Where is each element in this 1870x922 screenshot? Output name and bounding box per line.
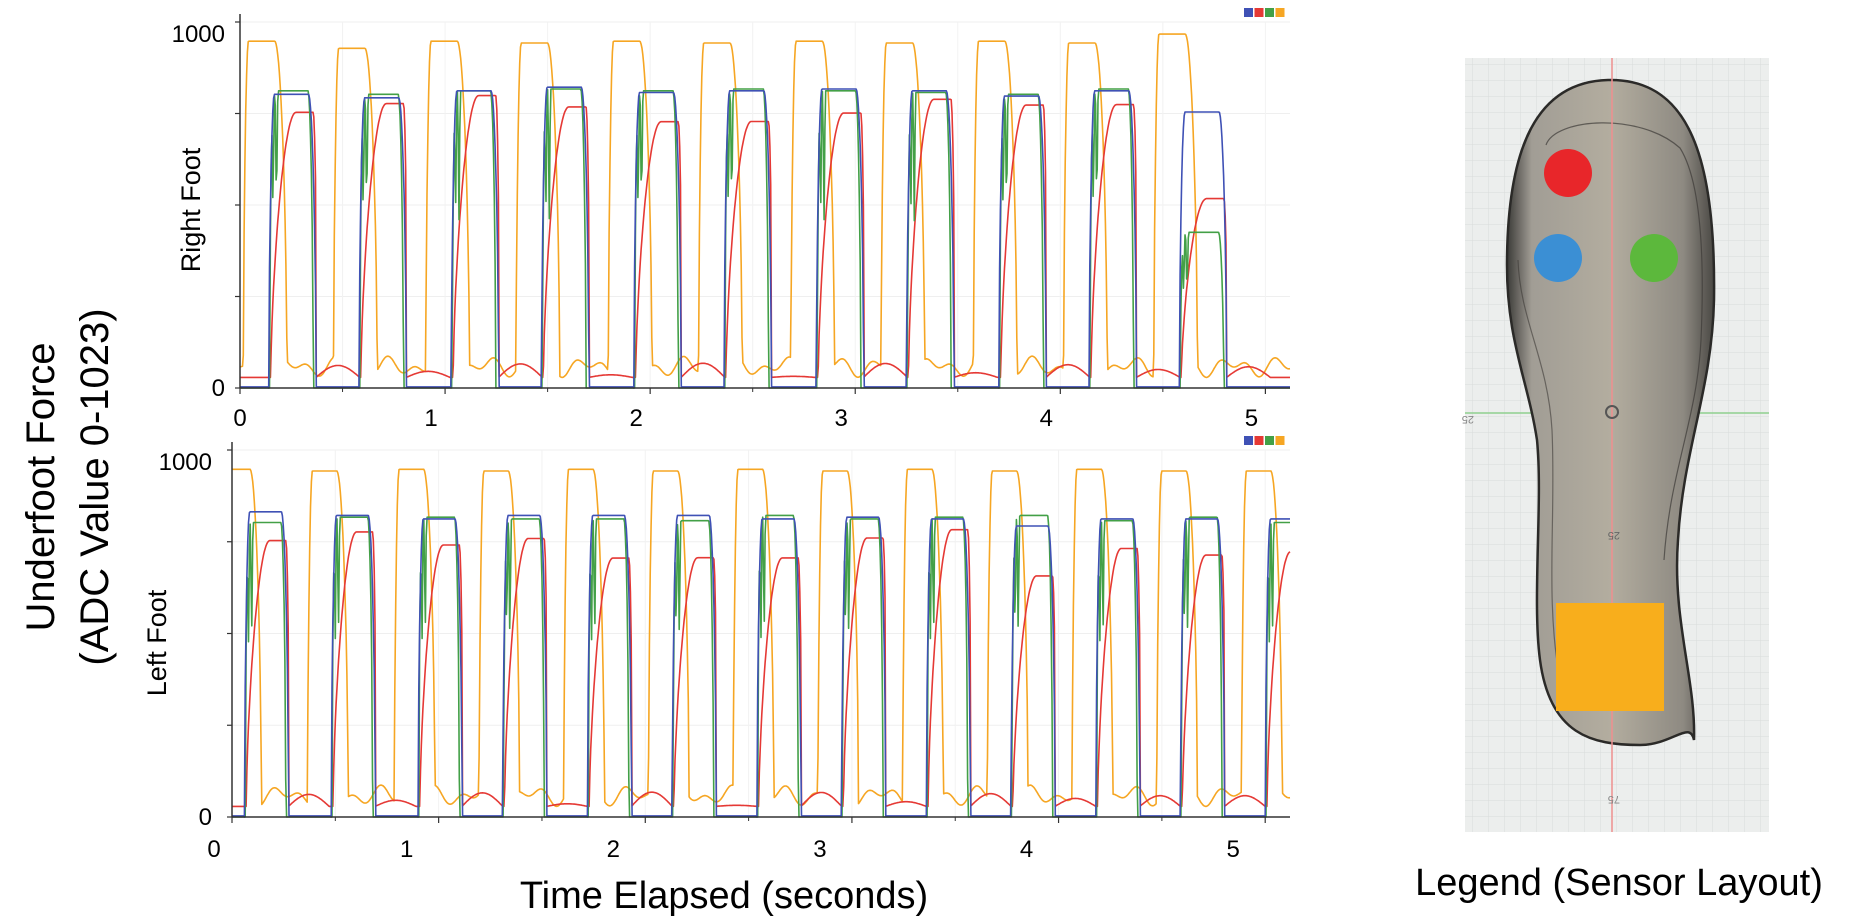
ruler-mark-left: 25 xyxy=(1462,413,1474,425)
left-foot-series-blue xyxy=(232,511,1290,818)
right-foot-x-tick-label: 3 xyxy=(835,405,848,432)
insole-inner-outline-2 xyxy=(1517,259,1561,681)
left-foot-color-key xyxy=(1254,436,1264,445)
x-axis-title: Time Elapsed (seconds) xyxy=(520,875,928,917)
right-foot-color-key xyxy=(1265,8,1274,17)
left-foot-x-tick-label: 4 xyxy=(1020,836,1033,863)
right-foot-color-key xyxy=(1244,8,1253,17)
left-foot-x-tick-label: 3 xyxy=(813,836,826,863)
left-foot-color-key xyxy=(1275,436,1285,445)
left-foot-ylabel: Left Foot xyxy=(142,589,172,696)
sensor-layout-legend: 25 25 75 xyxy=(1462,58,1769,832)
right-foot-plot-area: 0 1 2 3 4 5 0 1000 xyxy=(172,8,1291,432)
right-foot-y-tick-label: 0 xyxy=(212,375,225,402)
left-foot-chart: Left Foot 0 1 2 3 4 5 0 1000 xyxy=(142,436,1291,863)
ruler-mark-bottom: 75 xyxy=(1608,793,1620,805)
left-foot-series-red xyxy=(232,528,1291,808)
ruler-mark-middle: 25 xyxy=(1608,529,1620,541)
left-foot-color-key xyxy=(1244,436,1253,445)
right-foot-x-tick-label: 2 xyxy=(629,405,642,432)
right-foot-x-tick-label: 5 xyxy=(1245,405,1258,432)
left-foot-x-tick-label: 5 xyxy=(1227,836,1240,863)
right-foot-y-tick-label: 1000 xyxy=(172,21,225,48)
left-foot-color-key xyxy=(1265,436,1274,445)
left-foot-x-tick-label: 2 xyxy=(607,836,620,863)
y-axis-title-line2: (ADC Value 0-1023) xyxy=(73,308,117,665)
sensor-orange xyxy=(1556,603,1664,711)
left-foot-plot-area: 0 1 2 3 4 5 0 1000 xyxy=(159,436,1291,863)
sensor-blue xyxy=(1534,234,1582,282)
right-foot-color-key xyxy=(1275,8,1285,17)
left-foot-y-tick-label: 0 xyxy=(199,804,212,831)
right-foot-series-blue xyxy=(240,86,1290,389)
left-foot-x-tick-label: 1 xyxy=(400,836,413,863)
legend-caption: Legend (Sensor Layout) xyxy=(1415,862,1823,904)
right-foot-ylabel: Right Foot xyxy=(176,147,206,272)
right-foot-x-tick-label: 0 xyxy=(233,405,246,432)
right-foot-x-tick-label: 4 xyxy=(1040,405,1053,432)
sensor-red xyxy=(1544,149,1592,197)
origin-marker xyxy=(1605,405,1619,419)
right-foot-series-orange xyxy=(239,33,1291,379)
right-foot-color-key xyxy=(1254,8,1264,17)
y-axis-title-line1: Underfoot Force xyxy=(19,342,63,631)
left-foot-x-tick-label: 0 xyxy=(207,836,220,863)
sensor-green xyxy=(1630,234,1678,282)
right-foot-chart: Right Foot 0 1 2 3 4 5 0 1000 xyxy=(172,8,1291,432)
right-foot-x-tick-label: 1 xyxy=(424,405,437,432)
left-foot-series-orange xyxy=(232,468,1291,808)
left-foot-y-tick-label: 1000 xyxy=(159,449,212,476)
